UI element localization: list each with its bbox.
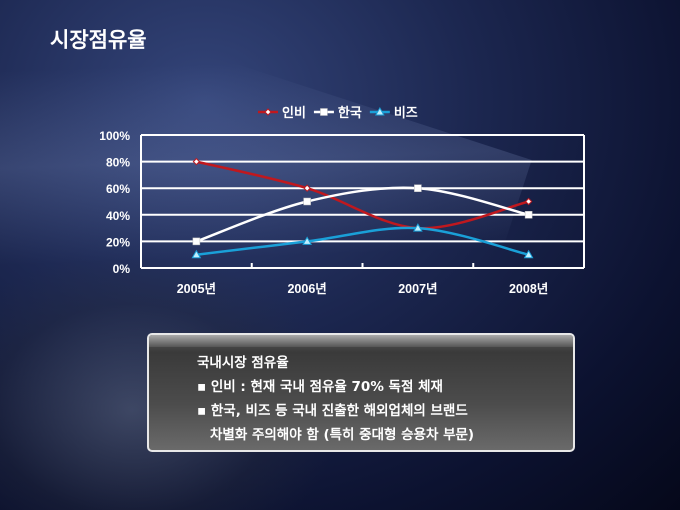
page-title: 시장점유율 (50, 28, 147, 52)
note-bullet: ▪ 인비 : 현재 국내 점유율 70% 독점 체재 (197, 375, 573, 399)
data-point-marker (374, 106, 385, 116)
legend-label: 한국 (338, 105, 362, 121)
x-tick-label: 2006년 (287, 282, 326, 296)
data-point-marker (264, 108, 272, 116)
y-tick-label: 60% (106, 182, 130, 196)
data-point-marker (191, 249, 202, 259)
data-point-marker (192, 157, 201, 166)
y-tick-label: 100% (99, 129, 130, 143)
legend-label: 인비 (282, 105, 306, 121)
y-tick-label: 20% (106, 235, 130, 249)
bullet-icon: ▪ (197, 379, 207, 395)
data-point-marker (303, 184, 311, 192)
note-continuation: 차별화 주의해야 함 (특히 중대형 승용차 부문) (210, 427, 475, 443)
note-bullet-text: 한국, 비즈 등 국내 진출한 해외업체의 브랜드 (210, 403, 468, 419)
y-tick-label: 80% (106, 156, 130, 170)
x-tick-label: 2005년 (177, 282, 216, 296)
data-point-marker (303, 197, 311, 206)
y-tick-label: 0% (113, 262, 131, 276)
note-bullet-text: 인비 : 현재 국내 점유율 70% 독점 체재 (210, 379, 443, 395)
data-point-marker (192, 237, 201, 246)
y-tick-label: 40% (106, 209, 130, 223)
series-line-인비 (196, 160, 529, 230)
data-point-marker (524, 197, 533, 206)
data-point-marker (414, 184, 422, 192)
note-box-header-bar (149, 335, 573, 347)
note-bullet: ▪ 한국, 비즈 등 국내 진출한 해외업체의 브랜드 (197, 399, 573, 423)
data-point-marker (302, 236, 312, 245)
data-point-marker (413, 223, 423, 232)
note-box: 국내시장 점유율 ▪ 인비 : 현재 국내 점유율 70% 독점 체재 ▪ 한국… (147, 333, 575, 452)
x-tick-label: 2008년 (509, 282, 548, 296)
series-line-비즈 (196, 226, 529, 256)
legend-label: 비즈 (394, 106, 418, 121)
x-tick-label: 2007년 (398, 282, 437, 296)
data-point-marker (320, 108, 328, 116)
note-heading: 국내시장 점유율 (197, 355, 289, 371)
bullet-icon: ▪ (197, 403, 207, 419)
series-line-한국 (195, 186, 529, 243)
data-point-marker (524, 211, 533, 219)
data-point-marker (523, 249, 534, 259)
